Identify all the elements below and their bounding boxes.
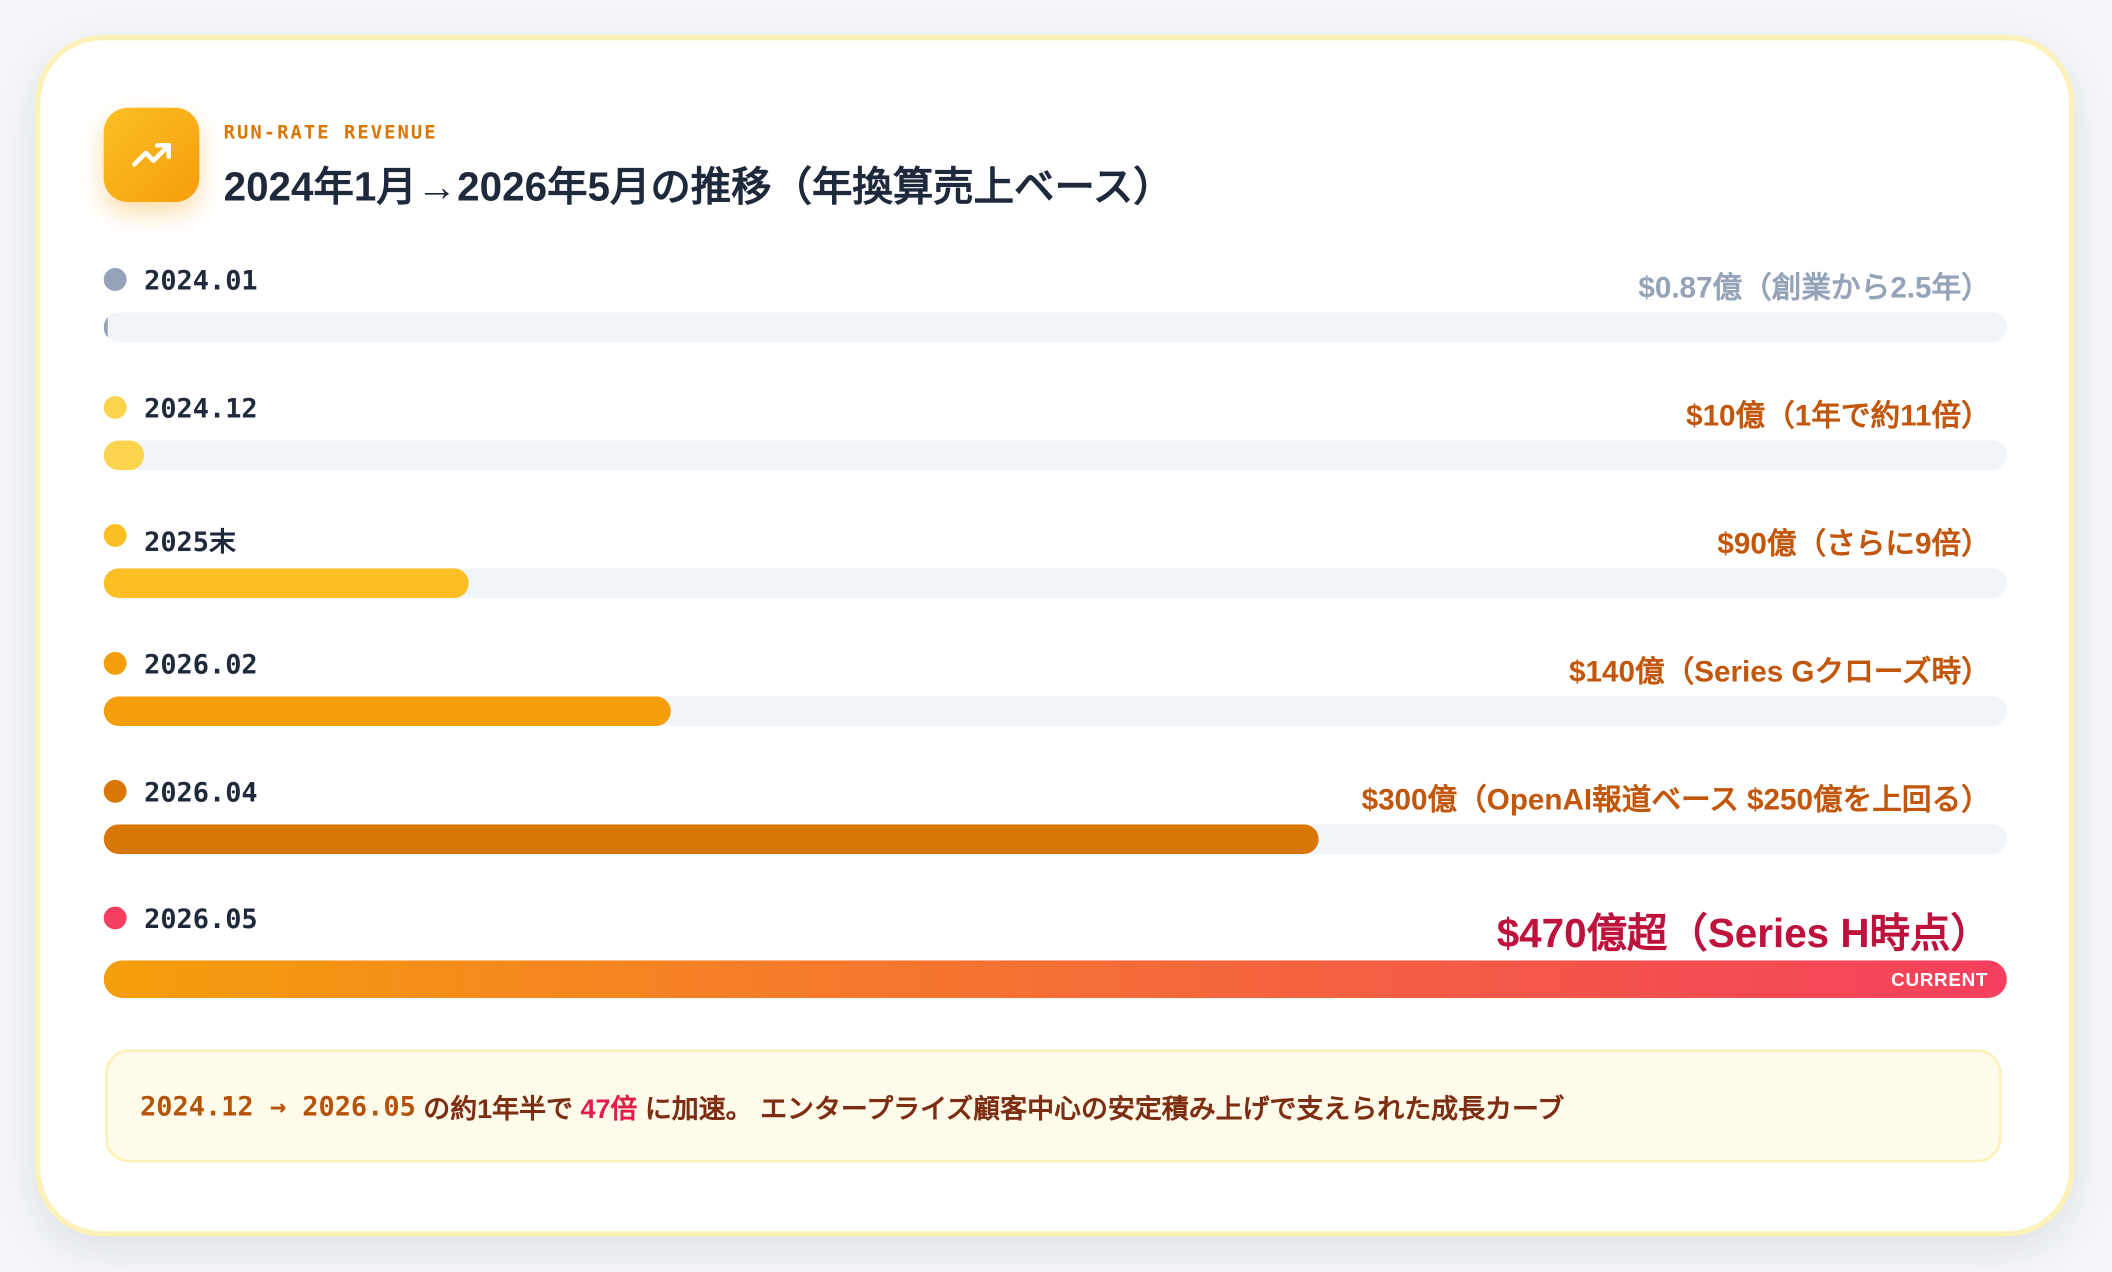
- value-label: $140億（Series Gクローズ時）: [1569, 654, 1991, 689]
- legend-dot: [103, 651, 127, 675]
- bar-track: [103, 568, 2007, 599]
- bar: [103, 696, 671, 727]
- note-segment: に加速。 エンタープライズ顧客中心の安定積み上げで支えられた成長カーブ: [637, 1094, 1565, 1125]
- legend-dot: [103, 523, 127, 547]
- category-label: 2024.12: [144, 391, 258, 425]
- bar: [103, 440, 145, 471]
- category-label: 2026.02: [144, 647, 258, 681]
- value-label: $470億超（Series H時点）: [1496, 911, 1991, 957]
- note-segment: 2024.12 → 2026.05: [140, 1089, 416, 1123]
- eyebrow: RUN-RATE REVENUE: [223, 122, 438, 145]
- chart-title: 2024年1月→2026年5月の推移（年換算売上ベース）: [223, 165, 1174, 211]
- bar: [103, 568, 469, 599]
- bar-track: [103, 312, 2007, 343]
- bar: [103, 824, 1319, 854]
- category-label: 2024.01: [144, 264, 258, 297]
- bar: [103, 312, 108, 343]
- note: 2024.12 → 2026.05 の約1年半で 47倍 に加速。 エンタープラ…: [105, 1049, 2002, 1163]
- bar: CURRENT: [103, 960, 2007, 999]
- legend-dot: [103, 396, 127, 419]
- value-label: $10億（1年で約11倍）: [1686, 398, 1991, 433]
- category-label: 2026.05: [144, 902, 258, 935]
- category-label: 2026.04: [144, 775, 258, 809]
- bar-track: [103, 440, 2007, 471]
- legend-dot: [103, 268, 127, 291]
- note-segment: の約1年半で: [415, 1094, 581, 1125]
- bar-track: [103, 696, 2007, 727]
- legend-dot: [103, 779, 127, 803]
- note-segment: 47倍: [580, 1094, 638, 1125]
- legend-dot: [103, 906, 127, 930]
- trend-icon: [132, 143, 171, 167]
- value-label: $300億（OpenAI報道ベース $250億を上回る）: [1361, 782, 1991, 817]
- card: [35, 35, 2075, 1237]
- icon: [103, 107, 200, 203]
- value-label: $0.87億（創業から2.5年）: [1638, 270, 1991, 305]
- value-label: $90億（さらに9倍）: [1717, 526, 1991, 561]
- category-label: 2025末: [144, 525, 236, 558]
- bar-track: [103, 824, 2007, 854]
- current-badge: CURRENT: [1891, 968, 1989, 991]
- bar-track: CURRENT: [103, 960, 2007, 999]
